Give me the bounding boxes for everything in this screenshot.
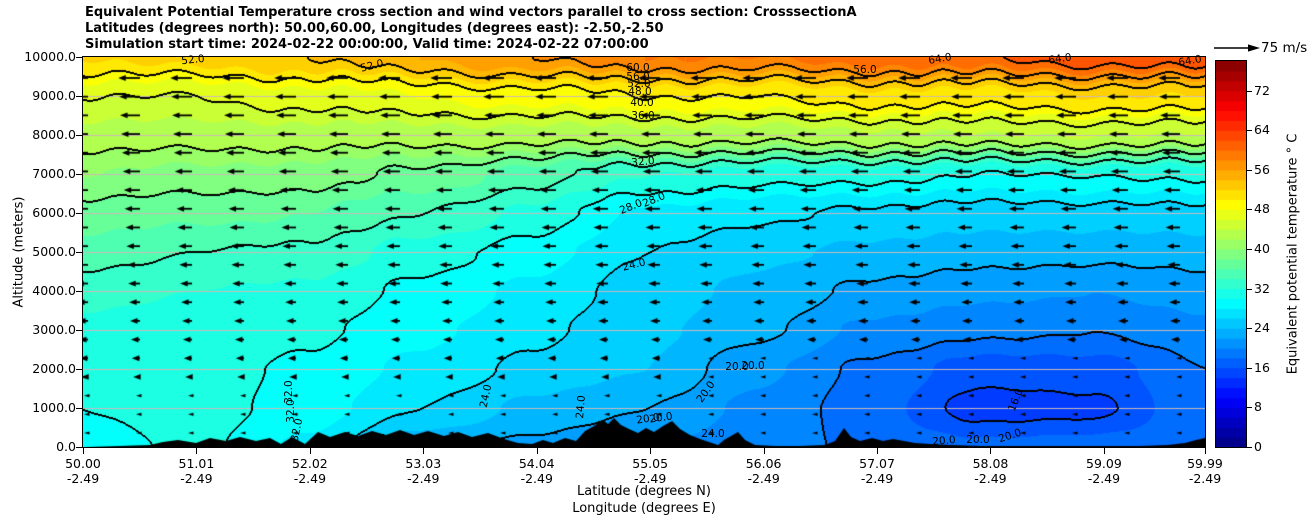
contour-label: 24.0 (372, 433, 396, 445)
y-axis-tickmark (76, 330, 82, 331)
x-axis-tickmark (1205, 448, 1206, 454)
x-axis-tickmark (1103, 448, 1105, 454)
x-axis-tick-label: 56.06 -2.49 (745, 456, 782, 486)
y-axis-tick-label: 3000.0 (32, 322, 76, 337)
contour-label: 52.0 (180, 52, 206, 68)
colorbar-tickmark (1247, 288, 1252, 290)
contour-label: 20.0 (931, 434, 957, 448)
x-axis-tickmark (763, 448, 765, 454)
x-axis-tick-label: 51.01 -2.49 (178, 456, 215, 486)
x-axis-tick-label: 55.05 -2.49 (632, 456, 669, 486)
y-axis-tickmark (76, 447, 82, 448)
colorbar-tick-label: 0 (1254, 439, 1262, 454)
y-axis-tickmark (76, 96, 82, 97)
contour-label: 20.0 (741, 360, 765, 372)
colorbar-tickmark (1247, 367, 1252, 369)
x-axis-tickmark (990, 448, 992, 454)
x-axis-tickmark (309, 448, 311, 454)
y-axis-tick-label: 2000.0 (32, 361, 76, 376)
contour-label: 56.0 (626, 71, 650, 83)
title-line-3: Simulation start time: 2024-02-22 00:00:… (85, 37, 649, 52)
y-axis-tickmark (76, 213, 82, 214)
colorbar-tick-label: 72 (1254, 82, 1270, 98)
colorbar-tick-label: 64 (1254, 122, 1270, 138)
colorbar-tick-label: 40 (1254, 241, 1270, 257)
x-axis-tickmark (196, 448, 198, 454)
contour-label: 20.0 (725, 361, 749, 373)
colorbar-tick-label: 48 (1254, 201, 1270, 217)
colorbar-tickmark (1247, 169, 1252, 171)
colorbar-tickmark (1247, 328, 1252, 330)
y-axis-tick-label: 0.0 (56, 439, 76, 454)
contour-label: 24.0 (574, 394, 588, 420)
x-axis-tickmark (423, 448, 425, 454)
x-axis-tick-label: 59.09 -2.49 (1086, 456, 1122, 486)
x-axis-tick-label: 50.00 -2.49 (65, 456, 101, 486)
contour-label: 36.0 (631, 110, 655, 122)
y-axis-tick-label: 5000.0 (32, 244, 76, 259)
colorbar-tickmark (1247, 407, 1252, 409)
y-axis-tick-label: 8000.0 (32, 127, 76, 142)
colorbar-tick-label: 16 (1254, 359, 1270, 375)
colorbar-tickmark (1247, 447, 1252, 448)
y-axis-tick-label: 7000.0 (32, 166, 76, 181)
y-axis-tickmark (76, 408, 82, 409)
x-axis-tickmark (650, 448, 652, 454)
colorbar-tick-label: 8 (1254, 399, 1262, 415)
colorbar (1215, 60, 1247, 448)
x-axis-tick-label: 57.07 -2.49 (859, 456, 895, 486)
y-axis-tick-label: 9000.0 (32, 88, 76, 103)
wind-reference-label: 75 m/s (1261, 40, 1308, 56)
contour-label: 56.0 (853, 64, 877, 76)
colorbar-tickmark (1247, 130, 1252, 132)
y-axis-tick-label: 4000.0 (32, 283, 76, 298)
y-axis-tickmark (76, 252, 82, 253)
xaxis-label-longitude: Longitude (degrees E) (572, 501, 716, 516)
wind-reference-arrow-icon (1214, 44, 1260, 52)
y-axis-tick-label: 1000.0 (32, 400, 76, 415)
x-axis-tick-label: 59.99 -2.49 (1187, 456, 1223, 486)
xaxis-label-latitude: Latitude (degrees N) (577, 484, 711, 499)
colorbar-tickmark (1247, 90, 1252, 92)
plot-area (82, 56, 1206, 448)
x-axis-tickmark (877, 448, 879, 454)
y-axis-tickmark (76, 369, 82, 370)
y-axis-tickmark (76, 291, 82, 292)
contour-label: 20.0 (966, 434, 990, 446)
x-axis-tick-label: 52.02 -2.49 (291, 456, 328, 486)
x-axis-tickmark (536, 448, 538, 454)
contour-label: 52.0 (627, 78, 651, 90)
contour-label: 40.0 (630, 97, 654, 109)
x-axis-tickmark (83, 448, 84, 454)
contour-label: 60.0 (626, 62, 650, 74)
contour-field-canvas (83, 57, 1205, 447)
y-axis-tick-label: 6000.0 (32, 205, 76, 220)
x-axis-tick-label: 54.04 -2.49 (518, 456, 555, 486)
x-axis-tick-label: 58.08 -2.49 (972, 456, 1009, 486)
colorbar-tickmark (1247, 209, 1252, 211)
y-axis-tick-label: 10000.0 (24, 49, 76, 64)
y-axis-tickmark (76, 57, 82, 58)
y-axis-tickmark (76, 135, 82, 136)
contour-label: 48.0 (628, 86, 652, 98)
colorbar-tick-label: 32 (1254, 280, 1270, 296)
colorbar-tick-label: 24 (1254, 320, 1270, 336)
colorbar-tick-label: 56 (1254, 161, 1270, 177)
colorbar-tickmark (1247, 249, 1252, 251)
contour-label: 24.0 (701, 428, 725, 440)
x-axis-tick-label: 53.03 -2.49 (405, 456, 442, 486)
contour-label: 32.0 (630, 155, 656, 169)
title-line-2: Latitudes (degrees north): 50.00,60.00, … (85, 21, 664, 36)
y-axis-tickmark (76, 174, 82, 175)
title-line-1: Equivalent Potential Temperature cross s… (85, 5, 857, 20)
colorbar-label: Equivalent potential temperature ° C (1285, 133, 1301, 375)
